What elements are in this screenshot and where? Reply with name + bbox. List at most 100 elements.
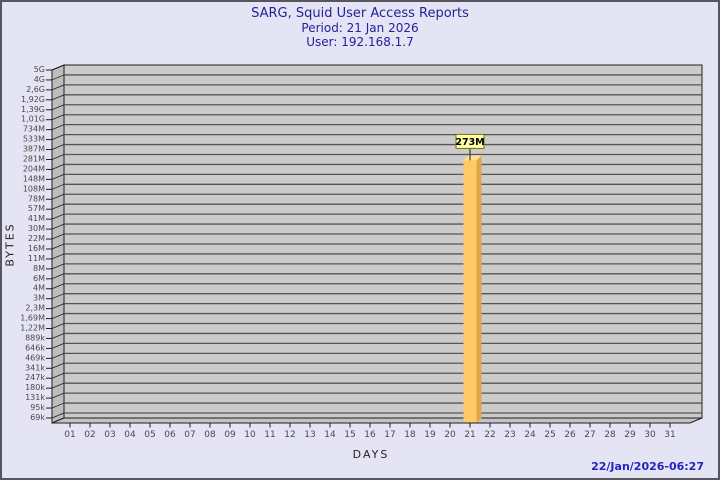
y-tick-depth-line xyxy=(51,313,65,319)
y-tick-label: 889k xyxy=(25,333,45,342)
y-tick-label: 533M xyxy=(23,135,45,144)
y-tick-label: 1,22M xyxy=(20,324,45,333)
y-tick-depth-line xyxy=(51,352,65,359)
y-tick-label: 41M xyxy=(28,214,45,223)
y-tick-depth-line xyxy=(51,84,65,91)
y-tick-depth-line xyxy=(51,174,65,180)
x-tick-label: 01 xyxy=(64,430,75,440)
data-bar-side xyxy=(476,155,482,423)
y-tick-depth-line xyxy=(51,323,65,329)
y-tick-label: 646k xyxy=(25,343,45,352)
y-tick-label: 469k xyxy=(25,353,45,362)
x-tick-label: 29 xyxy=(624,430,636,440)
x-tick-label: 26 xyxy=(564,430,576,440)
y-tick-label: 734M xyxy=(23,125,45,134)
x-tick-label: 05 xyxy=(144,430,155,440)
y-tick-depth-line xyxy=(51,213,65,220)
x-tick-label: 13 xyxy=(304,430,315,440)
chart-floor xyxy=(51,417,703,424)
y-tick-label: 69k xyxy=(30,413,45,422)
x-tick-label: 19 xyxy=(424,430,436,440)
x-tick-label: 15 xyxy=(344,430,355,440)
x-tick-label: 21 xyxy=(464,430,475,440)
y-tick-label: 5G xyxy=(34,65,45,74)
y-tick-depth-line xyxy=(51,124,65,131)
y-tick-depth-line xyxy=(51,253,65,260)
y-tick-label: 11M xyxy=(28,254,45,263)
x-tick-label: 16 xyxy=(364,430,376,440)
y-tick-label: 108M xyxy=(23,184,45,193)
x-tick-label: 30 xyxy=(644,430,656,440)
y-tick-depth-line xyxy=(51,362,65,369)
y-tick-label: 2,6G xyxy=(26,85,45,94)
y-tick-depth-line xyxy=(51,243,65,250)
plot-panel xyxy=(63,64,703,419)
y-tick-label: 6M xyxy=(33,274,45,283)
y-tick-depth-line xyxy=(51,392,65,399)
x-tick-label: 23 xyxy=(504,430,515,440)
y-tick-label: 204M xyxy=(23,164,45,173)
y-tick-depth-line xyxy=(51,134,65,140)
y-tick-label: 4G xyxy=(34,75,45,84)
x-tick-label: 18 xyxy=(404,430,416,440)
x-tick-label: 02 xyxy=(84,430,95,440)
y-tick-depth-line xyxy=(51,273,65,280)
y-tick-label: 95k xyxy=(30,403,45,412)
y-tick-label: 2,3M xyxy=(25,304,45,313)
y-tick-label: 131k xyxy=(25,393,45,402)
y-tick-label: 1,92G xyxy=(21,95,45,104)
y-tick-label: 3M xyxy=(33,294,45,303)
y-tick-label: 387M xyxy=(23,145,45,154)
y-tick-depth-line xyxy=(51,382,65,389)
y-tick-depth-line xyxy=(51,343,65,349)
y-tick-label: 57M xyxy=(28,204,45,213)
y-tick-depth-line xyxy=(51,183,65,190)
x-tick-label: 04 xyxy=(124,430,136,440)
y-tick-depth-line xyxy=(51,144,65,150)
y-tick-depth-line xyxy=(51,64,65,71)
x-tick-label: 10 xyxy=(244,430,256,440)
y-tick-depth-line xyxy=(51,333,65,339)
y-tick-depth-line xyxy=(51,263,65,270)
y-tick-depth-line xyxy=(51,154,65,160)
y-tick-depth-line xyxy=(51,303,65,309)
y-tick-depth-line xyxy=(51,223,65,230)
y-tick-label: 22M xyxy=(28,234,45,243)
bar-value-label: 273M xyxy=(455,137,484,148)
y-tick-depth-line xyxy=(51,402,65,409)
y-tick-label: 30M xyxy=(28,224,45,233)
y-tick-label: 148M xyxy=(23,174,45,183)
y-tick-label: 1,01G xyxy=(21,115,45,124)
y-tick-depth-line xyxy=(51,233,65,240)
bar-value-label-box xyxy=(455,133,485,149)
x-tick-label: 28 xyxy=(604,430,616,440)
y-tick-label: 16M xyxy=(28,244,45,253)
y-tick-depth-line xyxy=(51,104,65,111)
data-bar-top xyxy=(463,155,482,161)
x-tick-label: 31 xyxy=(664,430,675,440)
x-tick-label: 24 xyxy=(524,430,536,440)
generation-timestamp: 22/Jan/2026-06:27 xyxy=(591,460,704,473)
report-user: User: 192.168.1.7 xyxy=(306,35,414,49)
y-tick-label: 1,39G xyxy=(21,105,45,114)
y-tick-depth-line xyxy=(51,412,65,419)
x-tick-label: 03 xyxy=(104,430,115,440)
y-tick-label: 180k xyxy=(25,383,45,392)
x-tick-label: 11 xyxy=(264,430,275,440)
y-tick-depth-line xyxy=(51,94,65,101)
x-tick-label: 06 xyxy=(164,430,176,440)
y-tick-label: 281M xyxy=(23,154,45,163)
x-tick-label: 08 xyxy=(204,430,216,440)
x-tick-label: 09 xyxy=(224,430,236,440)
x-tick-label: 20 xyxy=(444,430,456,440)
y-tick-depth-line xyxy=(51,114,65,121)
x-tick-label: 25 xyxy=(544,430,555,440)
y-tick-depth-line xyxy=(51,293,65,300)
y-tick-depth-line xyxy=(51,193,65,200)
y-tick-label: 247k xyxy=(25,373,45,382)
x-tick-label: 14 xyxy=(324,430,336,440)
y-tick-label: 341k xyxy=(25,363,45,372)
y-tick-depth-line xyxy=(51,164,65,170)
